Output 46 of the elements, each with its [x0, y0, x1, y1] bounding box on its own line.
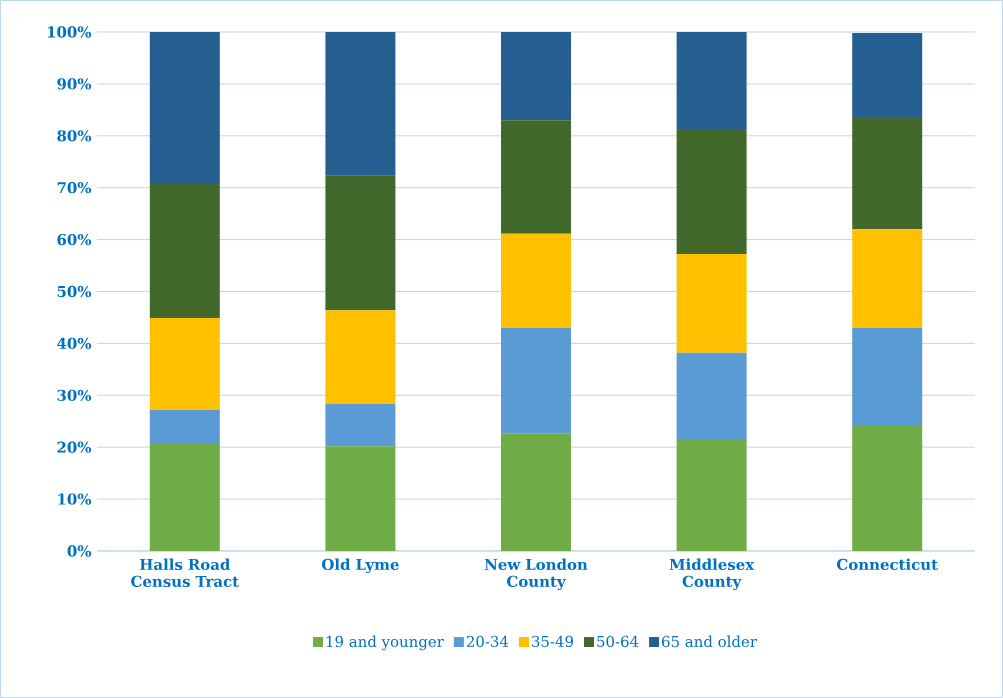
bar — [852, 33, 923, 118]
bar — [852, 229, 923, 328]
bar — [149, 317, 220, 410]
bar — [149, 443, 220, 551]
bar — [149, 409, 220, 444]
y-tick-label: 60% — [57, 233, 92, 246]
y-tick-label: 80% — [57, 130, 92, 142]
x-tick-label: Halls Road Census Tract — [131, 558, 240, 588]
bar — [325, 404, 396, 447]
legend-label: 50-64 — [597, 635, 639, 648]
bar — [325, 446, 396, 551]
legend-label: 35-49 — [532, 635, 573, 648]
bar — [852, 117, 923, 230]
legend-label: 20-34 — [466, 635, 509, 648]
bar — [852, 425, 923, 551]
bar — [676, 439, 747, 551]
y-tick-label: 10% — [58, 493, 92, 505]
bar — [501, 31, 572, 121]
bar — [149, 31, 220, 185]
x-tick-label: Connecticut — [837, 558, 938, 571]
bar — [676, 352, 747, 440]
x-tick-label: Old Lyme — [321, 558, 399, 574]
legend-label: 65 and older — [662, 635, 757, 648]
bar — [676, 254, 747, 353]
y-tick-label: 20% — [57, 441, 92, 453]
y-tick-label: 90% — [57, 78, 92, 90]
bar — [325, 310, 396, 405]
y-tick-label: 50% — [57, 285, 92, 298]
y-tick-label: 100% — [47, 26, 92, 38]
bar — [325, 175, 396, 311]
bar — [325, 31, 396, 176]
y-tick-label: 40% — [57, 337, 92, 350]
bar — [852, 327, 923, 426]
y-tick-label: 0% — [67, 545, 92, 557]
x-tick-label: Middlesex County — [669, 558, 755, 591]
x-tick-label: New London County — [484, 558, 588, 591]
bar — [149, 184, 220, 318]
bar — [501, 120, 572, 234]
bar — [676, 129, 747, 255]
bar — [501, 433, 572, 551]
y-tick-label: 70% — [57, 182, 92, 194]
bar — [501, 327, 572, 434]
legend-label: 19 and younger — [326, 635, 444, 651]
bar — [676, 31, 747, 130]
bar — [501, 233, 572, 328]
y-tick-label: 30% — [57, 389, 92, 401]
